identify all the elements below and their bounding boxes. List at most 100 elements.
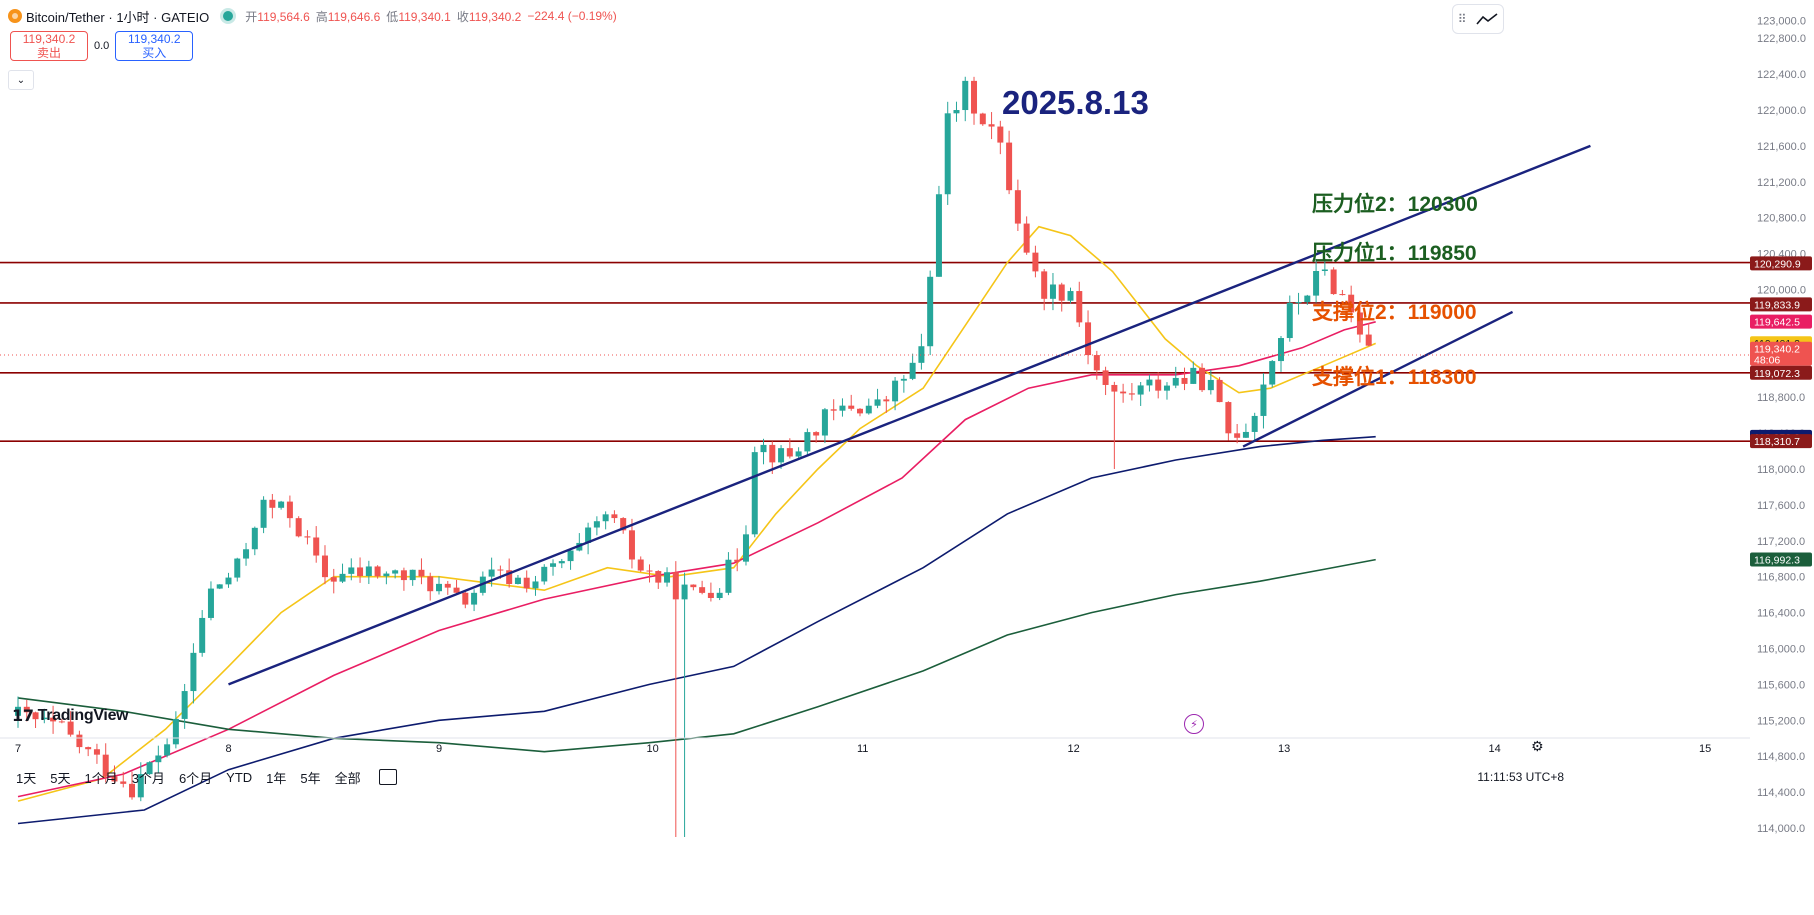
candle[interactable]: [971, 76, 978, 125]
candle[interactable]: [1014, 179, 1021, 231]
candle[interactable]: [418, 558, 425, 585]
calendar-icon[interactable]: [378, 769, 397, 785]
candle[interactable]: [813, 431, 820, 443]
candle[interactable]: [383, 571, 390, 585]
candle[interactable]: [558, 558, 565, 569]
range-6m[interactable]: 6个月: [178, 770, 213, 786]
candle[interactable]: [1190, 361, 1197, 384]
candle[interactable]: [313, 526, 320, 563]
candle[interactable]: [1356, 302, 1363, 343]
candle[interactable]: [1251, 412, 1258, 442]
candle[interactable]: [830, 399, 837, 421]
candle[interactable]: [1163, 382, 1170, 400]
candle[interactable]: [23, 699, 30, 722]
candle[interactable]: [935, 185, 942, 277]
candle[interactable]: [216, 584, 223, 590]
candle[interactable]: [190, 643, 197, 704]
candle[interactable]: [681, 572, 688, 837]
candle[interactable]: [751, 446, 758, 538]
candle[interactable]: [1111, 381, 1118, 469]
candle[interactable]: [1225, 401, 1232, 441]
candle[interactable]: [532, 575, 539, 596]
candle[interactable]: [523, 570, 530, 593]
candle[interactable]: [1365, 323, 1372, 347]
candle[interactable]: [1269, 360, 1276, 388]
gear-icon[interactable]: ⚙: [1531, 738, 1544, 754]
candle[interactable]: [1146, 374, 1153, 392]
range-1d[interactable]: 1天: [16, 770, 37, 786]
candle[interactable]: [32, 711, 39, 729]
candle[interactable]: [909, 353, 916, 381]
price-label[interactable]: 119,072.3: [1750, 365, 1812, 380]
tradingview-logo[interactable]: 17 TradingView: [12, 706, 129, 725]
range-1y[interactable]: 1年: [266, 770, 287, 786]
range-5y[interactable]: 5年: [300, 770, 321, 786]
candle[interactable]: [786, 438, 793, 459]
buy-button[interactable]: 119,340.2 买入: [115, 31, 194, 61]
candle[interactable]: [1321, 258, 1328, 276]
price-label[interactable]: 119,340.248:06: [1750, 341, 1812, 367]
candle[interactable]: [865, 398, 872, 415]
candle[interactable]: [374, 565, 381, 579]
candle[interactable]: [41, 708, 48, 724]
candle[interactable]: [1348, 285, 1355, 323]
trend-icon[interactable]: [1476, 12, 1498, 26]
candle[interactable]: [716, 588, 723, 601]
candle[interactable]: [1278, 335, 1284, 372]
candle[interactable]: [15, 696, 21, 728]
candle[interactable]: [839, 398, 846, 417]
candle[interactable]: [1155, 372, 1162, 399]
candle[interactable]: [1207, 369, 1214, 395]
candle[interactable]: [488, 557, 495, 587]
candle[interactable]: [243, 542, 250, 566]
candle[interactable]: [120, 771, 127, 788]
candle[interactable]: [260, 496, 267, 534]
candle[interactable]: [1199, 363, 1206, 392]
candle[interactable]: [567, 548, 574, 570]
candle[interactable]: [348, 558, 355, 581]
price-label[interactable]: 120,290.9: [1750, 256, 1812, 271]
bitcoin-icon[interactable]: [8, 9, 22, 23]
moving-average-2[interactable]: [17, 435, 1376, 825]
candle[interactable]: [742, 525, 749, 566]
candle[interactable]: [1067, 287, 1074, 304]
candle[interactable]: [927, 270, 934, 356]
candle[interactable]: [1023, 216, 1030, 255]
candle[interactable]: [1242, 423, 1249, 438]
candle[interactable]: [707, 582, 714, 602]
candle[interactable]: [1181, 367, 1188, 391]
symbol-title[interactable]: Bitcoin/Tether · 1小时 · GATEIO: [26, 9, 210, 25]
candle[interactable]: [1286, 295, 1293, 342]
candle[interactable]: [85, 746, 92, 757]
candle[interactable]: [365, 560, 372, 584]
candle[interactable]: [339, 563, 346, 584]
candle[interactable]: [400, 567, 407, 591]
candle[interactable]: [541, 564, 548, 585]
candle[interactable]: [67, 711, 74, 737]
candle[interactable]: [962, 76, 969, 122]
candle[interactable]: [269, 493, 276, 519]
candle[interactable]: [111, 765, 118, 784]
candle[interactable]: [251, 526, 258, 556]
price-label[interactable]: 119,642.5: [1750, 314, 1812, 329]
candle[interactable]: [1058, 282, 1065, 312]
candle[interactable]: [637, 556, 644, 573]
range-ytd[interactable]: YTD: [226, 769, 253, 785]
moving-average-1[interactable]: [17, 321, 1376, 798]
candle[interactable]: [953, 101, 960, 122]
candle[interactable]: [409, 569, 416, 586]
candle[interactable]: [453, 579, 460, 595]
candle[interactable]: [576, 533, 583, 552]
candle[interactable]: [137, 762, 144, 802]
candle[interactable]: [1076, 281, 1083, 327]
candle[interactable]: [102, 743, 109, 783]
candle[interactable]: [1216, 377, 1223, 403]
candle[interactable]: [471, 589, 478, 612]
candle[interactable]: [593, 516, 600, 536]
range-all[interactable]: 全部: [334, 770, 361, 786]
candle[interactable]: [734, 548, 741, 572]
candle[interactable]: [295, 516, 302, 538]
candle[interactable]: [1313, 258, 1320, 303]
candle[interactable]: [172, 711, 179, 749]
clock[interactable]: 11:11:53 UTC+8: [1477, 770, 1564, 784]
